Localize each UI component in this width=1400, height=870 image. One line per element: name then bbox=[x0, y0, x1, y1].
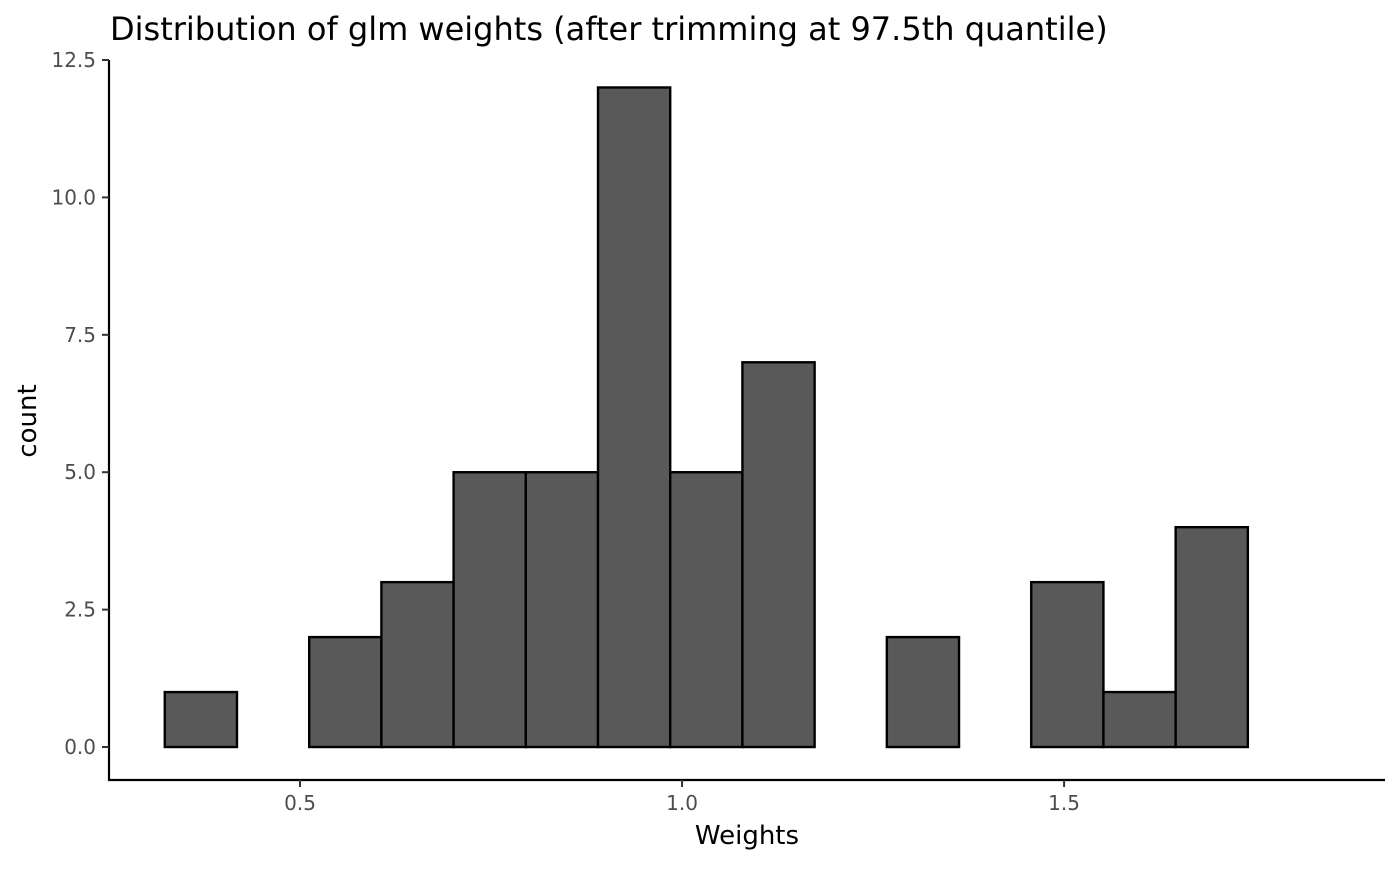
x-tick-label: 1.0 bbox=[666, 791, 698, 815]
y-tick-label: 2.5 bbox=[64, 598, 96, 622]
x-tick-label: 1.5 bbox=[1048, 791, 1080, 815]
histogram-bar bbox=[524, 471, 600, 749]
y-tick-label: 10.0 bbox=[51, 185, 96, 209]
histogram-bar bbox=[163, 690, 239, 749]
y-tick-label: 7.5 bbox=[64, 323, 96, 347]
y-tick-label: 0.0 bbox=[64, 735, 96, 759]
histogram-bar bbox=[307, 635, 383, 749]
histogram-bar bbox=[1174, 525, 1250, 749]
x-tick-label: 0.5 bbox=[284, 791, 316, 815]
y-axis-title: count bbox=[13, 384, 43, 457]
histogram-bar bbox=[596, 86, 672, 749]
histogram-bar bbox=[380, 580, 455, 749]
histogram-bar bbox=[1030, 580, 1105, 749]
bars-layer bbox=[163, 86, 1250, 749]
chart-title: Distribution of glm weights (after trimm… bbox=[110, 10, 1108, 48]
histogram-bar bbox=[885, 635, 961, 749]
x-axis-title: Weights bbox=[695, 821, 799, 851]
axes-layer: 0.0 2.5 5.0 7.5 10.0 12.5 0.5 1.0 1.5 bbox=[51, 48, 1385, 815]
y-tick-label: 12.5 bbox=[51, 48, 96, 72]
histogram-bar bbox=[452, 471, 528, 749]
histogram-bar bbox=[1102, 690, 1177, 749]
y-tick-label: 5.0 bbox=[64, 460, 96, 484]
histogram-bar bbox=[669, 471, 744, 749]
histogram-bar bbox=[741, 361, 816, 749]
